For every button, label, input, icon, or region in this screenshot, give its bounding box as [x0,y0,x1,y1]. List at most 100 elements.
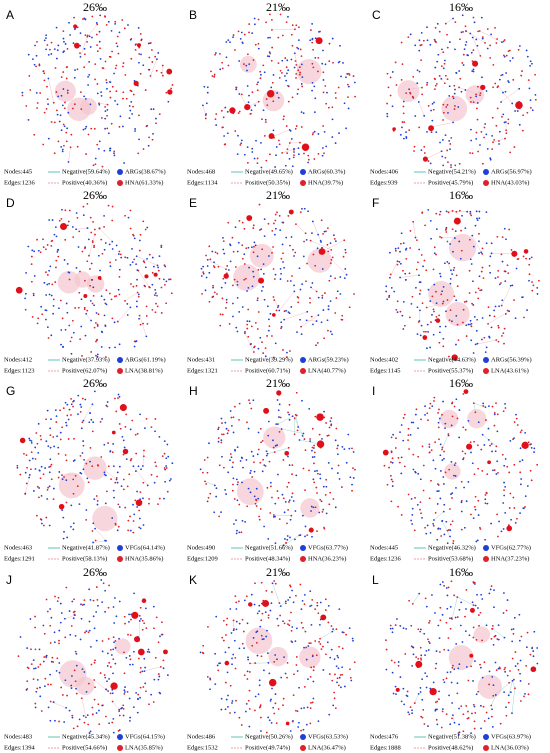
node [138,53,141,55]
node [101,252,104,255]
node [451,702,454,704]
node [296,93,299,95]
node [263,71,266,74]
node [418,592,421,595]
node [107,638,110,640]
node [442,476,445,478]
node [34,446,37,449]
node [87,481,90,484]
node [309,239,312,242]
node [155,616,158,619]
node [501,236,504,239]
node [330,648,333,651]
node [73,614,76,617]
node [314,470,316,473]
node [420,149,423,152]
node [417,427,419,430]
node [250,407,253,410]
node [238,60,241,62]
panel-title: 21‰ [266,565,290,579]
node [88,620,91,623]
node [293,66,296,69]
node [500,74,503,77]
node [148,651,151,654]
node [524,692,526,695]
node [134,470,137,473]
node [465,666,468,668]
node [86,227,89,229]
node [61,104,64,107]
edge [447,261,453,275]
node [526,309,528,311]
bacteria-label: HNA(61.33%) [125,179,163,186]
node [206,91,209,94]
node [451,714,454,716]
node [419,687,422,689]
node [513,146,516,148]
node [259,73,262,76]
node [232,315,234,318]
edge [511,688,516,714]
node [459,257,462,260]
node [285,541,288,544]
node [39,251,42,254]
hub-node [284,450,290,456]
node [171,84,174,86]
node [123,689,126,692]
node [258,515,261,518]
panel-letter: B [189,8,197,22]
node [271,81,274,84]
node [137,465,140,468]
node [530,479,533,482]
node [325,145,328,148]
node [303,646,305,649]
node [307,154,310,157]
node [63,617,66,620]
bacteria-label: LNA(43.61%) [491,367,529,374]
node [275,154,277,157]
node [344,251,347,254]
node [230,424,233,427]
node [89,46,92,48]
node [303,685,306,688]
node [501,299,504,302]
node [514,110,516,112]
node [426,323,429,326]
node [36,485,39,488]
node [402,300,405,303]
node [74,650,77,653]
node [288,619,291,622]
node [227,64,230,67]
node [319,637,321,640]
node [338,132,340,135]
node [250,343,252,345]
edge [133,466,148,486]
node [94,157,97,160]
hub-node [19,437,26,444]
node [131,247,133,250]
node [427,725,429,727]
node [279,69,282,72]
node [60,329,63,331]
node [158,113,161,115]
node [429,219,432,222]
node [229,243,231,246]
node [49,427,52,430]
node [509,439,512,442]
node [102,67,105,70]
node [246,320,249,323]
node [93,679,96,681]
node [241,457,244,460]
node [115,476,118,479]
node [168,278,170,281]
node [72,492,75,495]
node [477,421,480,424]
node [469,212,472,215]
node [322,125,325,127]
node [53,152,56,155]
node [63,144,65,147]
node [244,710,247,713]
node [349,476,352,479]
node [286,661,289,664]
node [122,65,124,68]
